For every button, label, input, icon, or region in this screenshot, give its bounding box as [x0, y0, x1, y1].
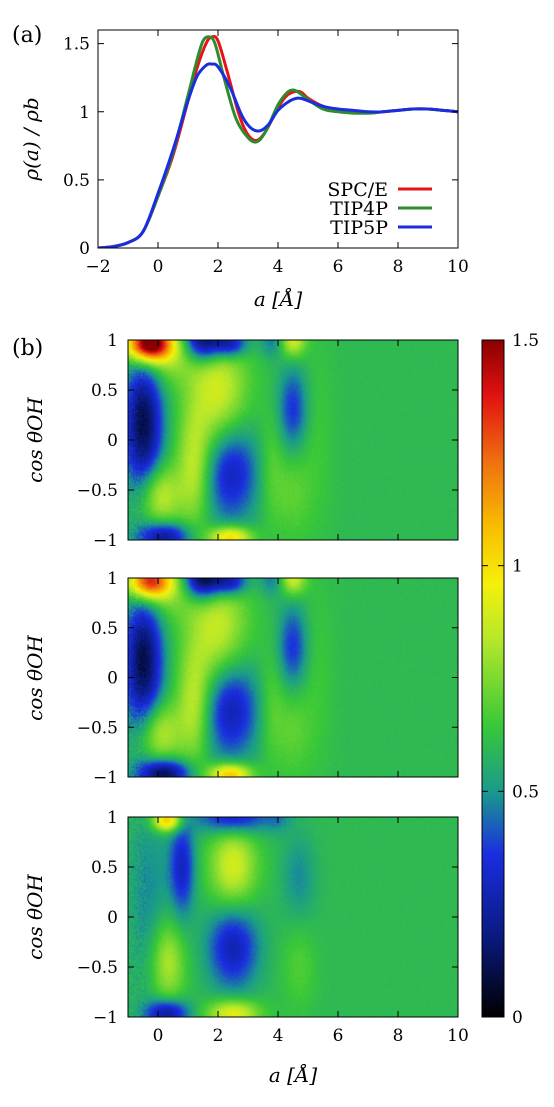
- y-tick-label-b: −0.5: [77, 718, 118, 738]
- heatmap-tip4p: [128, 578, 458, 777]
- y-tick-label-a: 0: [79, 239, 90, 259]
- colorbar-tick-label: 1: [512, 557, 523, 577]
- series-line-spce: [98, 34, 458, 248]
- y-tick-label-b: 0: [107, 431, 118, 451]
- x-tick-label-b: 2: [213, 1026, 224, 1046]
- x-tick-label-a: 10: [447, 257, 469, 277]
- svg-text:cos θOH: cos θOH: [23, 397, 47, 483]
- y-axis-label-b-3: cos θOH: [23, 874, 47, 960]
- heatmap-spce: [128, 340, 458, 540]
- x-axis-label-a: a [Å]: [254, 286, 303, 311]
- heatmap-panel-b: −1−0.500.51−1−0.500.51−1−0.500.510 2 4 6 8 10…: [23, 331, 539, 1087]
- axis-ticks-b: −1−0.500.51−1−0.500.51−1−0.500.510 2 4 6 8 10: [77, 331, 469, 1046]
- x-tick-label-b: 4: [273, 1026, 284, 1046]
- svg-text:cos θOH: cos θOH: [23, 635, 47, 721]
- y-tick-label-b: −0.5: [77, 481, 118, 501]
- colorbar-tick-label: 0: [512, 1008, 523, 1028]
- colorbar-ticks: 0 0.5 1 1.5: [482, 331, 539, 1028]
- panel-label-b: (b): [12, 336, 43, 361]
- y-tick-label-a: 1.5: [63, 35, 90, 55]
- y-tick-label-b: −1: [93, 1008, 118, 1028]
- x-tick-label-a: 6: [333, 257, 344, 277]
- x-tick-label-a: 4: [273, 257, 284, 277]
- colorbar: [482, 340, 504, 1017]
- y-axis-label-a: ρ(a) / ρb: [19, 97, 43, 181]
- x-tick-label-a: 0: [153, 257, 164, 277]
- y-tick-label-b: 0.5: [91, 381, 118, 401]
- y-tick-label-b: −0.5: [77, 958, 118, 978]
- y-tick-label-b: 1: [107, 808, 118, 828]
- x-tick-label-b: 10: [447, 1026, 469, 1046]
- svg-text:ρ(a) / ρb: ρ(a) / ρb: [19, 97, 43, 181]
- y-tick-label-b: 1: [107, 331, 118, 351]
- line-series-group: [98, 34, 458, 248]
- x-tick-label-a: 8: [393, 257, 404, 277]
- x-tick-label-b: 0: [153, 1026, 164, 1046]
- colorbar-frame: [481, 339, 505, 1018]
- x-tick-label-a: −2: [85, 257, 110, 277]
- y-tick-label-a: 1: [79, 103, 90, 123]
- y-tick-label-b: −1: [93, 531, 118, 551]
- x-tick-label-b: 6: [333, 1026, 344, 1046]
- y-axis-label-b-2: cos θOH: [23, 635, 47, 721]
- colorbar-tick-label: 1.5: [512, 331, 539, 351]
- legend-label: TIP5P: [330, 217, 388, 239]
- y-tick-label-a: 0.5: [63, 171, 90, 191]
- svg-text:cos θOH: cos θOH: [23, 874, 47, 960]
- series-line-tip5p: [98, 62, 458, 248]
- legend-label: TIP4P: [330, 198, 388, 220]
- x-tick-label-b: 8: [393, 1026, 404, 1046]
- y-tick-label-b: 0: [107, 669, 118, 689]
- y-tick-label-b: −1: [93, 768, 118, 788]
- y-tick-label-b: 1: [107, 569, 118, 589]
- panel-label-a: (a): [12, 23, 42, 48]
- colorbar-tick-label: 0.5: [512, 782, 539, 802]
- y-tick-label-b: 0.5: [91, 619, 118, 639]
- legend-label: SPC/E: [327, 179, 388, 201]
- y-tick-label-b: 0.5: [91, 858, 118, 878]
- x-tick-label-a: 2: [213, 257, 224, 277]
- heatmap-tip5p: [128, 817, 458, 1017]
- y-tick-label-b: 0: [107, 908, 118, 928]
- x-axis-label-b: a [Å]: [269, 1062, 318, 1087]
- series-line-tip4p: [98, 35, 458, 248]
- y-axis-label-b-1: cos θOH: [23, 397, 47, 483]
